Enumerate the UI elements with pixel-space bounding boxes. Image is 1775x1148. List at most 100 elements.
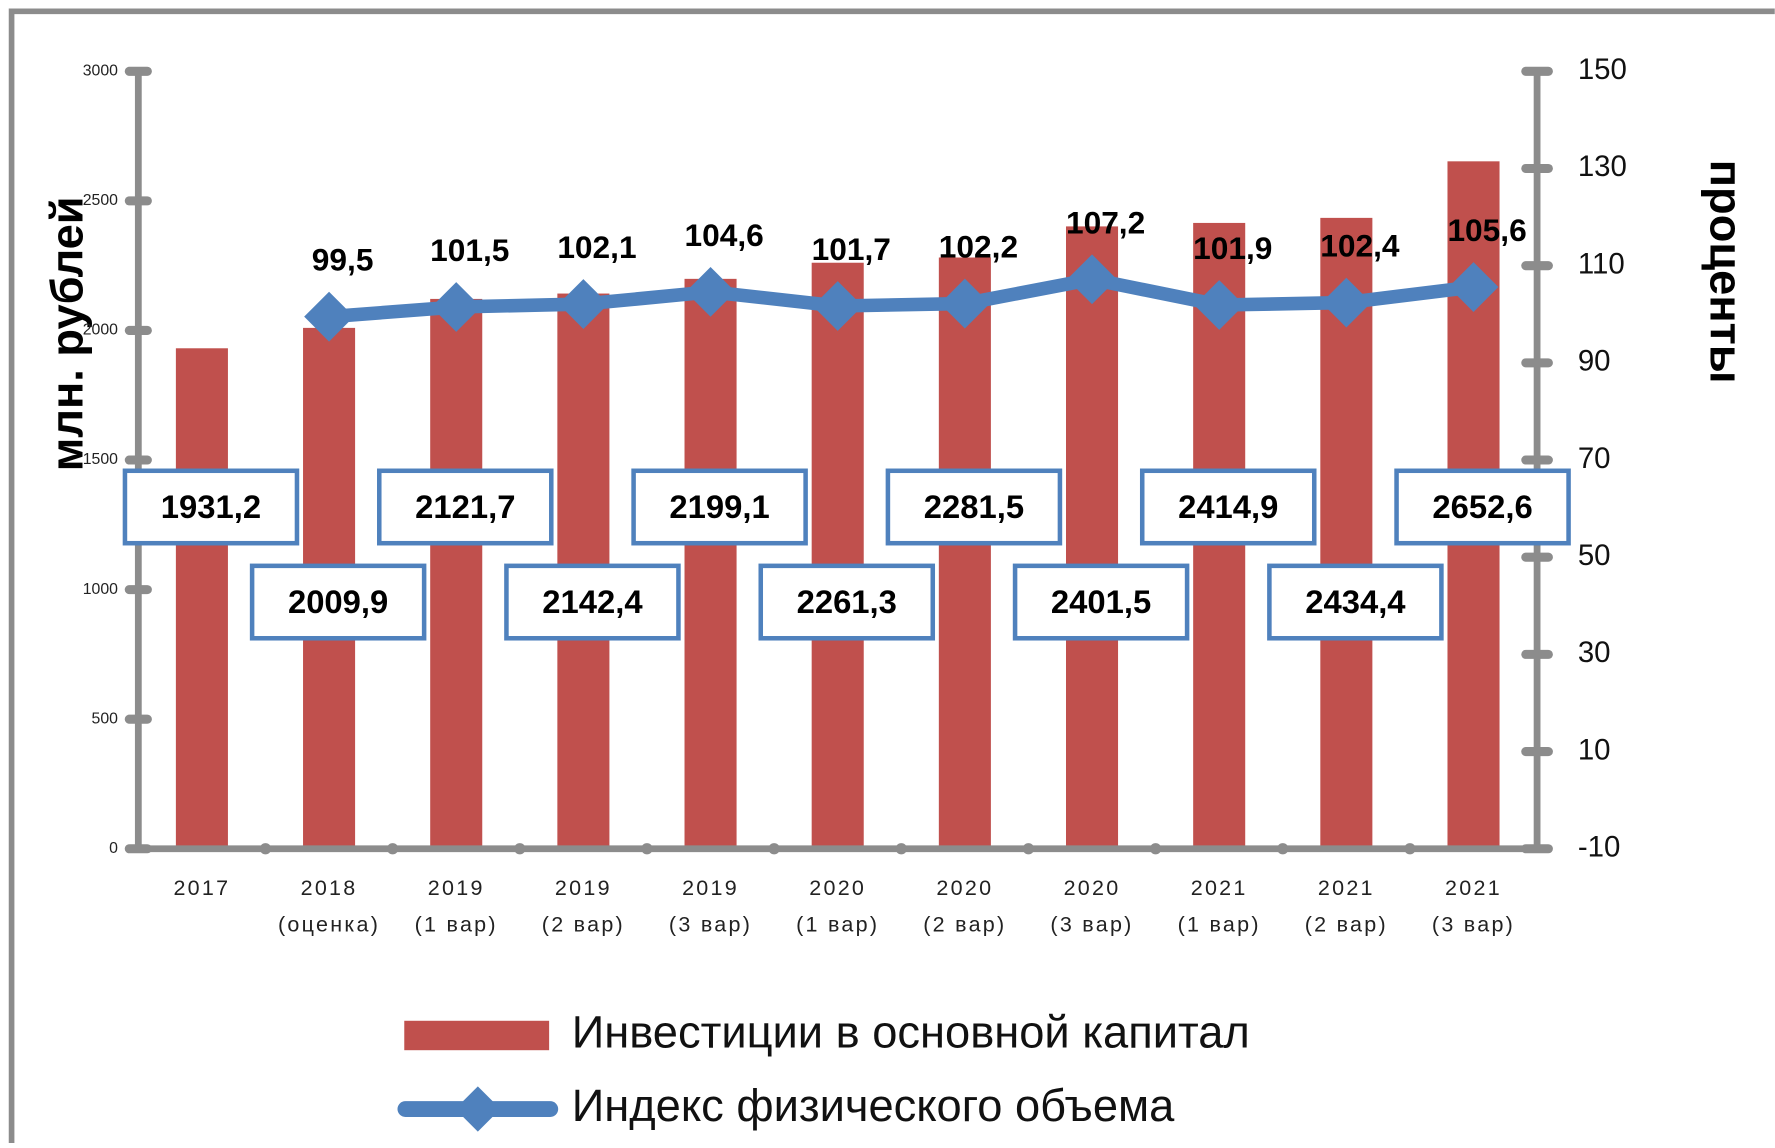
legend-label: Индекс физического объема xyxy=(572,1080,1175,1131)
x-tick xyxy=(386,843,399,855)
line-marker xyxy=(939,278,990,329)
bar-value-label: 2121,7 xyxy=(415,488,515,525)
line-value-label: 105,6 xyxy=(1447,212,1526,248)
x-tick-label: 2018 xyxy=(301,876,358,900)
y2-tick-label: 10 xyxy=(1578,733,1611,766)
line xyxy=(328,272,1475,324)
x-tick-label: 2019 xyxy=(682,876,739,900)
line-marker xyxy=(685,267,736,317)
x-tick xyxy=(259,843,272,855)
bar-value-label: 2142,4 xyxy=(542,583,643,620)
bar-value-label: 2281,5 xyxy=(924,488,1024,525)
line-value-label: 102,4 xyxy=(1320,228,1400,264)
y-tick-label: 3000 xyxy=(83,62,118,79)
y2-tick-label: 110 xyxy=(1578,247,1625,280)
x-tick-label: 2020 xyxy=(936,876,993,900)
y2-axis-label: проценты xyxy=(1701,160,1752,384)
y2-tick-label: 50 xyxy=(1578,539,1611,572)
y2-tick-label: 130 xyxy=(1578,150,1627,183)
y2-tick-label: 90 xyxy=(1578,345,1611,378)
line-marker xyxy=(1448,262,1499,312)
value-label-box xyxy=(249,563,427,641)
x-tick-label: 2021 xyxy=(1191,876,1248,900)
line-value-label: 102,2 xyxy=(939,229,1018,265)
frame xyxy=(8,8,1775,1143)
y-tick-label: 1000 xyxy=(83,581,118,598)
x-tick-label: 2020 xyxy=(809,876,866,900)
value-label-box xyxy=(1267,563,1444,641)
y2-tick-label: 30 xyxy=(1578,636,1611,669)
bar-value-label: 2009,9 xyxy=(288,583,388,620)
x-tick-label: 2019 xyxy=(428,876,485,900)
x-tick-label: (1 вар) xyxy=(796,912,879,936)
x-tick xyxy=(1149,843,1162,855)
value-label-box xyxy=(1394,468,1571,546)
x-tick-label: (оценка) xyxy=(278,912,380,936)
y2-tick-label: 150 xyxy=(1578,53,1627,86)
legend-label: Инвестиции в основной капитал xyxy=(572,1006,1250,1057)
line-marker xyxy=(1321,277,1372,328)
bar-value-label: 2414,9 xyxy=(1178,488,1278,525)
value-label-box xyxy=(504,563,681,641)
line-value-label: 99,5 xyxy=(312,242,374,278)
x-tick-label: 2021 xyxy=(1445,876,1502,900)
line-marker xyxy=(812,281,863,331)
x-tick xyxy=(1277,843,1289,855)
x-tick xyxy=(641,843,653,855)
line-value-label: 104,6 xyxy=(684,217,763,253)
y2-tick-label: 70 xyxy=(1578,442,1611,475)
line-value-label: 101,9 xyxy=(1193,230,1272,266)
x-tick xyxy=(514,843,526,855)
y-tick-label: 2500 xyxy=(83,192,118,209)
line-value-label: 107,2 xyxy=(1066,204,1145,240)
value-label-box xyxy=(758,563,936,641)
bar-value-label: 2261,3 xyxy=(797,583,897,620)
bar-value-label: 2652,6 xyxy=(1432,488,1532,525)
value-label-box xyxy=(1139,468,1317,546)
x-tick-label: (2 вар) xyxy=(923,912,1006,936)
y-tick-label: 1500 xyxy=(83,451,118,468)
value-label-box xyxy=(122,468,300,546)
y-axis-label: млн. рублей xyxy=(41,196,92,471)
bar xyxy=(430,298,483,849)
legend-marker xyxy=(455,1086,501,1132)
x-tick-label: (3 вар) xyxy=(1432,912,1515,936)
bar-value-label: 2401,5 xyxy=(1051,583,1151,620)
y2-tick-label: -10 xyxy=(1578,831,1621,864)
y-tick-label: 500 xyxy=(92,710,119,727)
x-tick xyxy=(1022,843,1035,855)
x-tick xyxy=(768,843,780,855)
bar xyxy=(175,348,228,849)
value-label-box xyxy=(1012,563,1190,641)
value-label-box xyxy=(631,468,808,546)
value-label-box xyxy=(885,468,1063,546)
bar xyxy=(811,262,864,849)
x-tick-label: (1 вар) xyxy=(1178,912,1261,936)
bar-value-label: 2434,4 xyxy=(1305,583,1406,620)
y-tick-label: 2000 xyxy=(83,322,118,339)
value-label-box xyxy=(377,468,554,546)
bar-value-label: 1931,2 xyxy=(161,488,261,525)
x-tick-label: 2020 xyxy=(1064,876,1121,900)
bar xyxy=(938,257,991,849)
line-marker xyxy=(304,291,354,342)
x-tick-label: (2 вар) xyxy=(542,912,625,936)
bar xyxy=(1065,226,1119,849)
x-tick-label: (1 вар) xyxy=(415,912,498,936)
line-value-label: 101,5 xyxy=(430,232,509,268)
line-value-label: 102,1 xyxy=(557,229,636,265)
x-tick-label: (2 вар) xyxy=(1305,912,1388,936)
x-tick-label: (3 вар) xyxy=(1050,912,1133,936)
bar xyxy=(684,278,737,849)
x-tick-label: (3 вар) xyxy=(669,912,752,936)
legend-swatch xyxy=(404,1020,550,1051)
line-marker xyxy=(558,279,609,329)
x-tick xyxy=(1404,843,1416,855)
x-tick xyxy=(895,843,907,855)
bar-value-label: 2199,1 xyxy=(669,488,769,525)
x-tick-label: 2017 xyxy=(173,876,230,900)
y-tick-label: 0 xyxy=(109,840,118,857)
x-tick-label: 2019 xyxy=(555,876,612,900)
x-tick-label: 2021 xyxy=(1318,876,1375,900)
